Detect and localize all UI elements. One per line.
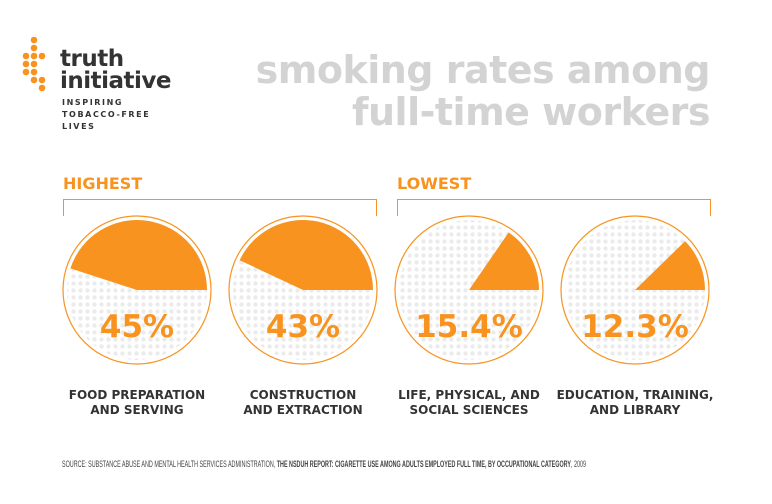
logo-line1: truth	[60, 46, 124, 72]
category-label: LIFE, PHYSICAL, AND SOCIAL SCIENCES	[398, 388, 540, 417]
tagline-3: LIVES	[62, 122, 96, 131]
value-label: 43%	[266, 309, 340, 345]
bracket-highest	[63, 199, 377, 216]
pie-slice	[239, 220, 373, 290]
pie-slice	[635, 241, 705, 290]
pie-slice	[469, 232, 539, 290]
title-line2: full-time workers	[351, 90, 711, 134]
logo-dots-icon	[22, 36, 46, 92]
category-label: CONSTRUCTION AND EXTRACTION	[243, 388, 363, 417]
group-label-highest: HIGHEST	[63, 174, 143, 193]
value-label: 15.4%	[415, 309, 523, 345]
group-label-lowest: LOWEST	[397, 174, 472, 193]
source-title: THE NSDUH REPORT: CIGARETTE USE AMONG AD…	[276, 459, 571, 469]
category-label: EDUCATION, TRAINING, AND LIBRARY	[556, 388, 714, 417]
title-line1: smoking rates among	[255, 48, 711, 92]
tagline-2: TOBACCO-FREE	[62, 110, 151, 119]
category-label: FOOD PREPARATION AND SERVING	[68, 388, 206, 417]
source-prefix: SOURCE: SUBSTANCE ABUSE AND MENTAL HEALT…	[62, 459, 277, 469]
value-label: 12.3%	[581, 309, 689, 345]
source-note: SOURCE: SUBSTANCE ABUSE AND MENTAL HEALT…	[62, 459, 586, 469]
bracket-lowest	[397, 199, 711, 216]
logo-line2: initiative	[60, 68, 172, 94]
tagline-1: INSPIRING	[62, 98, 124, 107]
value-label: 45%	[100, 309, 174, 345]
pie-slice	[70, 220, 207, 290]
source-year: , 2009	[570, 459, 586, 469]
